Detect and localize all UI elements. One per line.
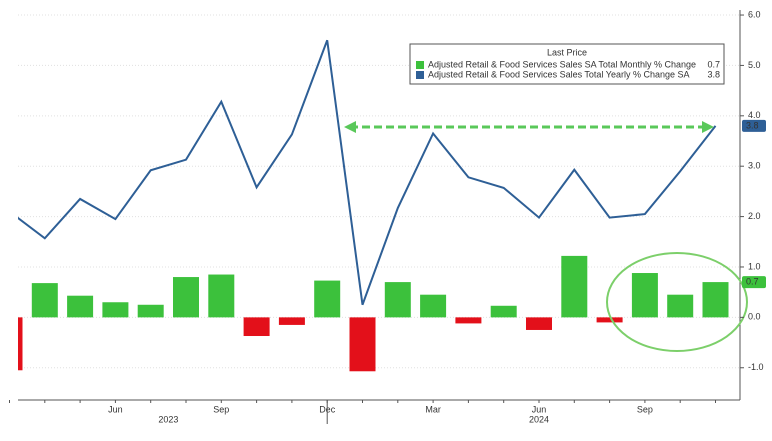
bar (137, 304, 164, 318)
bar (314, 280, 341, 318)
x-tick-label: Sep (213, 404, 229, 414)
x-group-label: 2023 (158, 414, 178, 424)
bar (18, 317, 23, 371)
y-tick-label: 1.0 (748, 261, 761, 271)
line (18, 39, 717, 306)
last-value-tag (742, 119, 766, 132)
x-tick-label: Jun (108, 404, 123, 414)
last-value-tag (742, 276, 766, 289)
bar (67, 295, 94, 318)
bar (526, 317, 552, 330)
bar (349, 317, 376, 372)
bar (667, 294, 694, 318)
bar (31, 283, 58, 318)
bar (278, 317, 305, 325)
bar (490, 305, 517, 318)
bar (561, 255, 588, 318)
last-value-label: 0.7 (746, 276, 759, 286)
last-value-label: 3.8 (746, 120, 759, 130)
legend-value: 0.7 (707, 59, 720, 69)
legend: Last Price (409, 43, 725, 85)
y-tick-label: 3.0 (748, 161, 761, 171)
legend-swatch (416, 61, 424, 69)
y-tick-label: 0.0 (748, 312, 761, 322)
y-tick-label: 2.0 (748, 211, 761, 221)
x-group-label: 2024 (529, 414, 549, 424)
x-tick-label: Sep (637, 404, 653, 414)
legend-box (409, 43, 725, 85)
y-tick-label: 6.0 (748, 9, 761, 19)
y-tick-label: -1.0 (748, 362, 764, 372)
bar (102, 302, 129, 318)
legend-swatch (416, 71, 424, 79)
legend-label: Adjusted Retail & Food Services Sales To… (428, 69, 689, 79)
bar (208, 274, 235, 318)
bar (455, 317, 482, 324)
bar (420, 294, 447, 318)
highlight-circle (606, 252, 748, 352)
x-tick-label: Jun (532, 404, 547, 414)
y-tick-label: 5.0 (748, 60, 761, 70)
legend-title: Last Price (547, 47, 587, 57)
bar (243, 317, 270, 337)
bar (384, 282, 411, 318)
y-tick-label: 4.0 (748, 110, 761, 120)
bar (596, 317, 623, 323)
bar (631, 273, 658, 318)
bar (173, 277, 199, 318)
plot-area (18, 14, 740, 372)
bar (702, 282, 729, 318)
legend-value: 3.8 (707, 69, 720, 79)
x-tick-label: Mar (425, 404, 441, 414)
legend-label: Adjusted Retail & Food Services Sales SA… (428, 59, 696, 69)
